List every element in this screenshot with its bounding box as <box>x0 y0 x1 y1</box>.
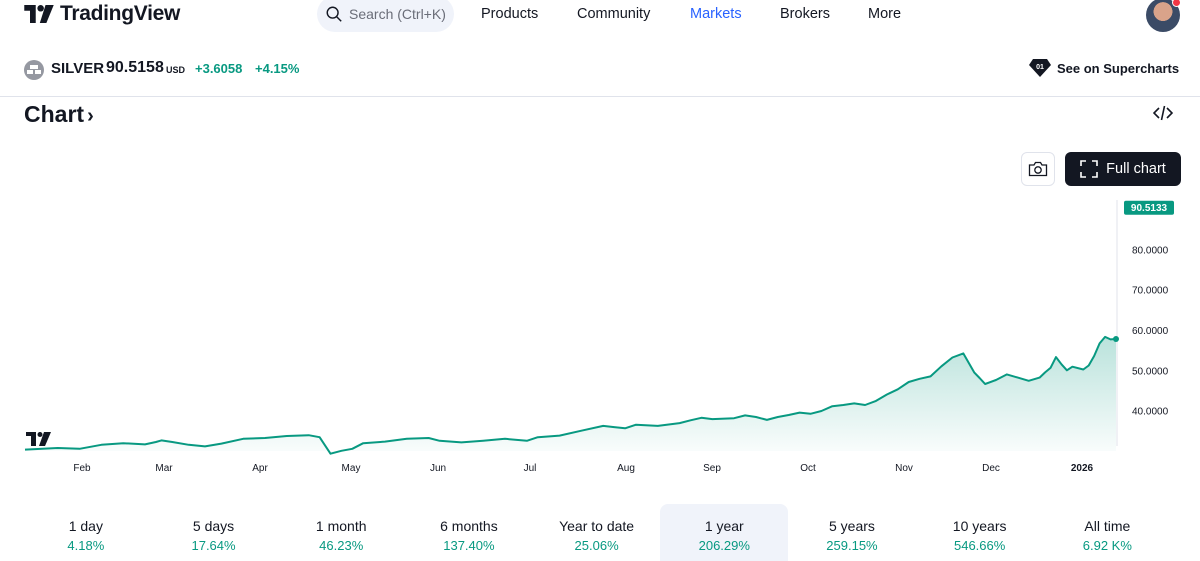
period-change: 137.40% <box>443 538 495 553</box>
symbol-change: +3.6058 <box>195 61 243 76</box>
period-tab-5-years[interactable]: 5 years 259.15% <box>788 504 916 561</box>
period-tab-1-month[interactable]: 1 month 46.23% <box>277 504 405 561</box>
period-tab-year-to-date[interactable]: Year to date 25.06% <box>533 504 661 561</box>
camera-icon <box>1028 161 1048 177</box>
period-tab-6-months[interactable]: 6 months 137.40% <box>405 504 533 561</box>
chevron-right-icon: › <box>87 104 94 127</box>
x-tick-label: Mar <box>155 463 173 474</box>
x-tick-label: Nov <box>895 463 913 474</box>
top-navigation: TradingView Search (Ctrl+K) Products Com… <box>0 0 1200 32</box>
nav-brokers[interactable]: Brokers <box>780 6 830 22</box>
chart-title-text: Chart <box>24 101 85 127</box>
period-tab-1-day[interactable]: 1 day 4.18% <box>22 504 150 561</box>
header-divider <box>0 96 1200 97</box>
tradingview-logo[interactable]: TradingView <box>24 2 180 26</box>
x-tick-label: Feb <box>73 463 91 474</box>
search-icon <box>326 6 342 22</box>
chart-section-title[interactable]: Chart › <box>24 101 94 128</box>
supercharts-label: See on Supercharts <box>1057 60 1180 76</box>
tradingview-logo-icon <box>24 5 54 23</box>
x-tick-label: Jun <box>430 463 446 474</box>
snapshot-button[interactable] <box>1021 152 1055 186</box>
search-placeholder: Search (Ctrl+K) <box>349 6 446 22</box>
period-tab-1-year[interactable]: 1 year 206.29% <box>660 504 789 561</box>
period-label: All time <box>1084 518 1131 534</box>
silver-bars-icon <box>24 60 44 80</box>
period-tab-5-days[interactable]: 5 days 17.64% <box>150 504 278 561</box>
last-price-badge <box>1124 200 1174 215</box>
period-label: 1 year <box>704 518 744 534</box>
y-tick-label: 50.0000 <box>1132 366 1169 377</box>
price-chart[interactable]: Feb Mar Apr May Jun Jul Aug Sep Oct Nov Dec 2026 80… <box>0 196 1200 486</box>
x-tick-label: Oct <box>800 463 816 474</box>
symbol-change-percent: +4.15% <box>255 61 300 76</box>
last-point-marker <box>1113 336 1119 342</box>
nav-products[interactable]: Products <box>481 6 539 22</box>
y-tick-label: 80.0000 <box>1132 246 1169 257</box>
x-tick-label: Aug <box>617 463 635 474</box>
svg-text:01: 01 <box>1036 64 1044 71</box>
x-tick-label: Jul <box>524 463 537 474</box>
x-tick-label: Apr <box>252 463 268 474</box>
symbol-bar: SILVER 90.5158 USD +3.6058 +4.15% 01 See… <box>0 54 1200 84</box>
embed-code-icon[interactable] <box>1153 104 1173 122</box>
period-change: 25.06% <box>574 538 619 553</box>
price-line <box>24 335 1117 455</box>
nav-markets[interactable]: Markets <box>690 6 742 22</box>
supercharts-gem-icon: 01 <box>1029 59 1051 77</box>
full-chart-button[interactable]: Full chart <box>1065 152 1181 186</box>
y-tick-label: 70.0000 <box>1132 286 1169 297</box>
full-chart-label: Full chart <box>1106 161 1166 177</box>
period-label: 1 day <box>68 518 103 534</box>
period-change: 206.29% <box>698 538 750 553</box>
period-change: 17.64% <box>191 538 236 553</box>
y-tick-label: 60.0000 <box>1132 326 1169 337</box>
logo-text: TradingView <box>60 2 181 25</box>
period-label: 6 months <box>440 518 498 534</box>
period-label: 5 years <box>829 518 875 534</box>
nav-more[interactable]: More <box>868 6 902 22</box>
x-tick-label: 2026 <box>1071 463 1094 474</box>
period-change: 259.15% <box>826 538 878 553</box>
x-tick-label: Dec <box>982 463 1000 474</box>
y-tick-label: 40.0000 <box>1132 407 1169 418</box>
last-price-label: 90.5133 <box>1131 203 1168 214</box>
period-label: 1 month <box>315 518 367 534</box>
chart-watermark-logo <box>26 432 51 446</box>
fullscreen-icon <box>1080 160 1098 178</box>
notification-dot <box>1172 0 1181 7</box>
period-change: 546.66% <box>953 538 1006 553</box>
period-change: 4.18% <box>67 538 105 553</box>
x-tick-label: Sep <box>703 463 721 474</box>
period-selector: 1 day 4.18% 5 days 17.64% 1 month 46.23% 6 mon… <box>22 504 1172 561</box>
period-label: 10 years <box>952 518 1007 534</box>
period-change: 6.92 K% <box>1082 538 1132 553</box>
period-change: 46.23% <box>319 538 364 553</box>
price-area-fill <box>25 336 1116 454</box>
x-tick-label: May <box>342 463 361 474</box>
period-label: Year to date <box>559 518 635 534</box>
see-on-supercharts-link[interactable]: 01 See on Supercharts <box>1029 58 1179 78</box>
period-label: 5 days <box>192 518 235 534</box>
symbol-price: 90.5158 <box>106 59 164 76</box>
nav-community[interactable]: Community <box>577 6 651 22</box>
period-tab-10-years[interactable]: 10 years 546.66% <box>916 504 1044 561</box>
symbol-name: SILVER <box>51 60 105 77</box>
search-input[interactable]: Search (Ctrl+K) <box>317 0 454 32</box>
period-tab-all-time[interactable]: All time 6.92 K% <box>1044 504 1172 561</box>
symbol-currency: USD <box>166 65 186 75</box>
